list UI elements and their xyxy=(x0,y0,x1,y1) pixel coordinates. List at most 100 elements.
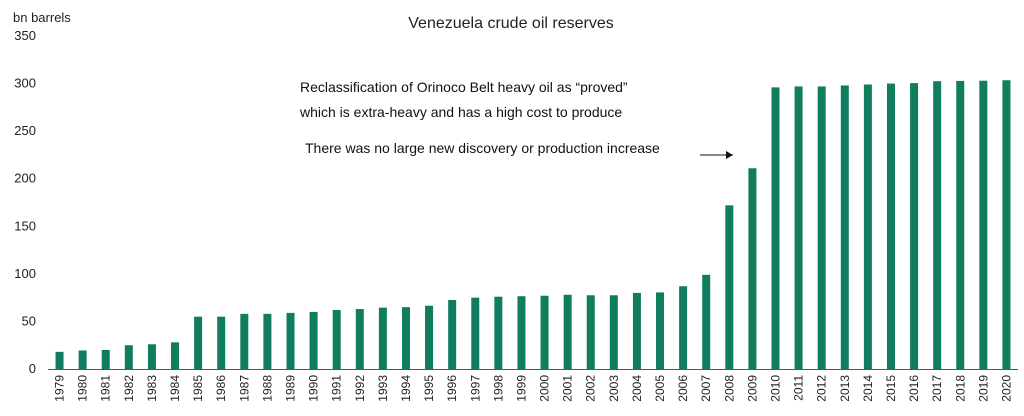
x-tick-label: 1982 xyxy=(122,375,136,402)
bar-1979 xyxy=(55,351,64,369)
bar-2000 xyxy=(540,295,549,369)
bar-2012 xyxy=(817,86,826,370)
bar-1985 xyxy=(194,316,203,369)
x-tick-label: 1991 xyxy=(330,375,344,402)
x-tick-label: 1985 xyxy=(191,375,205,402)
x-tick-label: 1980 xyxy=(76,375,90,402)
x-tick-label: 2002 xyxy=(584,375,598,402)
x-tick-label: 1999 xyxy=(514,375,528,402)
x-tick-label: 2013 xyxy=(838,375,852,402)
annotation-arrow xyxy=(700,151,733,159)
bar-1994 xyxy=(401,307,410,369)
x-tick-label: 1986 xyxy=(214,375,228,402)
x-tick-label: 1997 xyxy=(468,375,482,402)
x-axis: 1979 1980 1981 1982 1983 1984 1985 1986 1987 1988… xyxy=(53,375,1014,402)
bar-1992 xyxy=(355,309,364,369)
bar-2011 xyxy=(794,86,803,370)
bar-2019 xyxy=(979,80,988,369)
bar-1993 xyxy=(378,307,387,369)
y-tick-label: 300 xyxy=(14,76,36,91)
x-tick-label: 1983 xyxy=(145,375,159,402)
bar-2005 xyxy=(656,292,665,369)
bar-2003 xyxy=(609,295,618,369)
x-tick-label: 2007 xyxy=(699,375,713,402)
y-tick-label: 150 xyxy=(14,218,36,233)
y-tick-label: 350 xyxy=(14,28,36,43)
bar-1990 xyxy=(309,311,318,369)
x-tick-label: 1979 xyxy=(53,375,67,402)
x-tick-label: 2017 xyxy=(930,375,944,402)
bar-1987 xyxy=(240,313,249,369)
x-tick-label: 2020 xyxy=(999,375,1013,402)
bar-1991 xyxy=(332,310,341,369)
x-tick-label: 2003 xyxy=(607,375,621,402)
x-tick-label: 2015 xyxy=(884,375,898,402)
annotation-line-1: Reclassification of Orinoco Belt heavy o… xyxy=(300,79,628,95)
x-tick-label: 1989 xyxy=(284,375,298,402)
x-tick-label: 2019 xyxy=(976,375,990,402)
bar-2014 xyxy=(863,84,872,370)
bar-2018 xyxy=(956,80,965,369)
bar-2001 xyxy=(563,294,572,369)
y-axis-unit-label: bn barrels xyxy=(13,10,71,25)
x-tick-label: 2001 xyxy=(561,375,575,402)
bar-2015 xyxy=(886,83,895,369)
bar-1989 xyxy=(286,312,295,369)
bar-2007 xyxy=(702,274,711,369)
bar-2004 xyxy=(632,292,641,369)
bar-1980 xyxy=(78,350,87,369)
bar-1984 xyxy=(171,342,180,369)
bar-2006 xyxy=(679,286,688,369)
bar-2002 xyxy=(586,295,595,369)
x-tick-label: 1998 xyxy=(491,375,505,402)
bar-1997 xyxy=(471,297,480,369)
x-tick-label: 2006 xyxy=(676,375,690,402)
x-tick-label: 2008 xyxy=(722,375,736,402)
x-tick-label: 1984 xyxy=(168,375,182,402)
x-tick-label: 2014 xyxy=(861,375,875,402)
x-tick-label: 1992 xyxy=(353,375,367,402)
x-tick-label: 2016 xyxy=(907,375,921,402)
bar-1982 xyxy=(124,345,133,369)
bars xyxy=(55,80,1011,370)
bar-1996 xyxy=(448,300,457,369)
y-axis: 0 50 100 150 200 250 300 350 xyxy=(14,28,36,376)
bar-1988 xyxy=(263,313,272,369)
y-tick-label: 50 xyxy=(22,313,36,328)
x-tick-label: 1988 xyxy=(260,375,274,402)
x-tick-label: 2010 xyxy=(769,375,783,402)
x-tick-label: 1981 xyxy=(99,375,113,402)
bar-2016 xyxy=(910,83,919,369)
y-tick-label: 0 xyxy=(29,361,36,376)
chart-title: Venezuela crude oil reserves xyxy=(408,15,613,32)
x-tick-label: 1996 xyxy=(445,375,459,402)
x-tick-label: 2005 xyxy=(653,375,667,402)
y-tick-label: 250 xyxy=(14,123,36,138)
bar-2009 xyxy=(748,168,757,369)
y-tick-label: 100 xyxy=(14,266,36,281)
x-tick-label: 1995 xyxy=(422,375,436,402)
bar-1983 xyxy=(147,344,156,369)
x-tick-label: 2018 xyxy=(953,375,967,402)
x-tick-label: 1994 xyxy=(399,375,413,402)
bar-1999 xyxy=(517,296,526,369)
x-tick-label: 1993 xyxy=(376,375,390,402)
bar-2013 xyxy=(840,85,849,369)
annotation-line-3: There was no large new discovery or prod… xyxy=(305,140,660,156)
bar-1986 xyxy=(217,316,226,369)
x-tick-label: 2000 xyxy=(538,375,552,402)
bar-2010 xyxy=(771,87,780,369)
bar-1995 xyxy=(425,305,434,369)
bar-2020 xyxy=(1002,80,1011,370)
bar-1981 xyxy=(101,349,110,369)
x-tick-label: 2012 xyxy=(815,375,829,402)
bar-2008 xyxy=(725,205,734,369)
bar-2017 xyxy=(933,81,942,369)
x-tick-label: 2004 xyxy=(630,375,644,402)
x-tick-label: 1990 xyxy=(307,375,321,402)
x-tick-label: 2011 xyxy=(792,375,806,401)
annotation-line-2: which is extra-heavy and has a high cost… xyxy=(299,104,622,120)
x-tick-label: 2009 xyxy=(745,375,759,402)
x-tick-label: 1987 xyxy=(237,375,251,402)
